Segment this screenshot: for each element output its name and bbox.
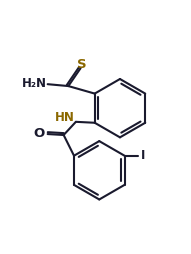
Text: S: S <box>77 58 86 71</box>
Text: H₂N: H₂N <box>22 77 47 90</box>
Text: O: O <box>34 126 45 140</box>
Text: HN: HN <box>55 111 75 124</box>
Text: I: I <box>141 149 146 162</box>
